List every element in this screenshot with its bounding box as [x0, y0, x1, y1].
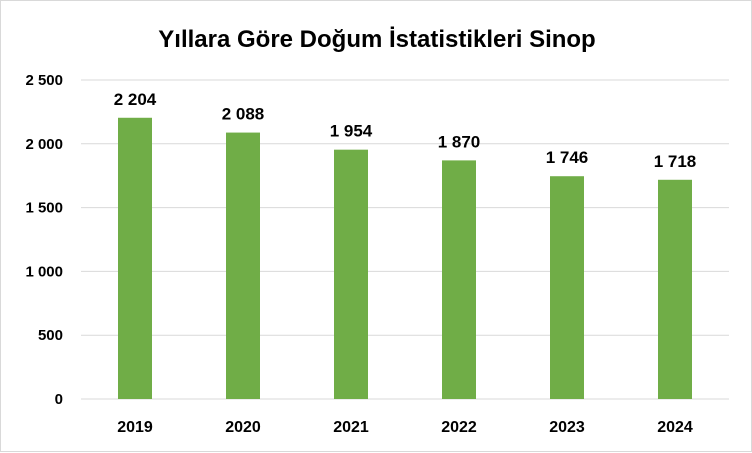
y-axis-ticks: 0 500 1 000 1 500 2 000 2 500: [25, 72, 63, 408]
data-labels: 2 204 2 088 1 954 1 870 1 746 1 718: [114, 90, 697, 171]
x-tick-label: 2023: [549, 419, 585, 436]
x-tick-label: 2019: [117, 419, 153, 436]
data-label-2022: 1 870: [438, 132, 481, 151]
y-tick-label: 1 500: [25, 200, 63, 217]
data-label-2020: 2 088: [222, 105, 265, 124]
y-tick-label: 2 000: [25, 136, 63, 153]
bar-2022: [442, 160, 476, 399]
x-tick-label: 2024: [657, 419, 693, 436]
data-label-2024: 1 718: [654, 152, 697, 171]
y-tick-label: 500: [38, 327, 63, 344]
x-tick-label: 2022: [441, 419, 477, 436]
bar-2021: [334, 149, 368, 399]
y-tick-label: 1 000: [25, 263, 63, 280]
x-axis-ticks: 2019 2020 2021 2022 2023 2024: [117, 419, 693, 436]
y-tick-label: 0: [55, 391, 63, 408]
x-tick-label: 2020: [225, 419, 261, 436]
chart-title: Yıllara Göre Doğum İstatistikleri Sinop: [158, 26, 595, 53]
bar-2023: [550, 176, 584, 399]
y-tick-label: 2 500: [25, 72, 63, 89]
data-label-2023: 1 746: [546, 148, 589, 167]
bars: [118, 117, 692, 400]
bar-2019: [118, 117, 152, 400]
gridlines: [81, 79, 729, 400]
data-label-2019: 2 204: [114, 90, 157, 109]
x-tick-label: 2021: [333, 419, 369, 436]
data-label-2021: 1 954: [330, 122, 373, 141]
bar-2020: [226, 132, 260, 399]
bar-2024: [658, 179, 692, 399]
